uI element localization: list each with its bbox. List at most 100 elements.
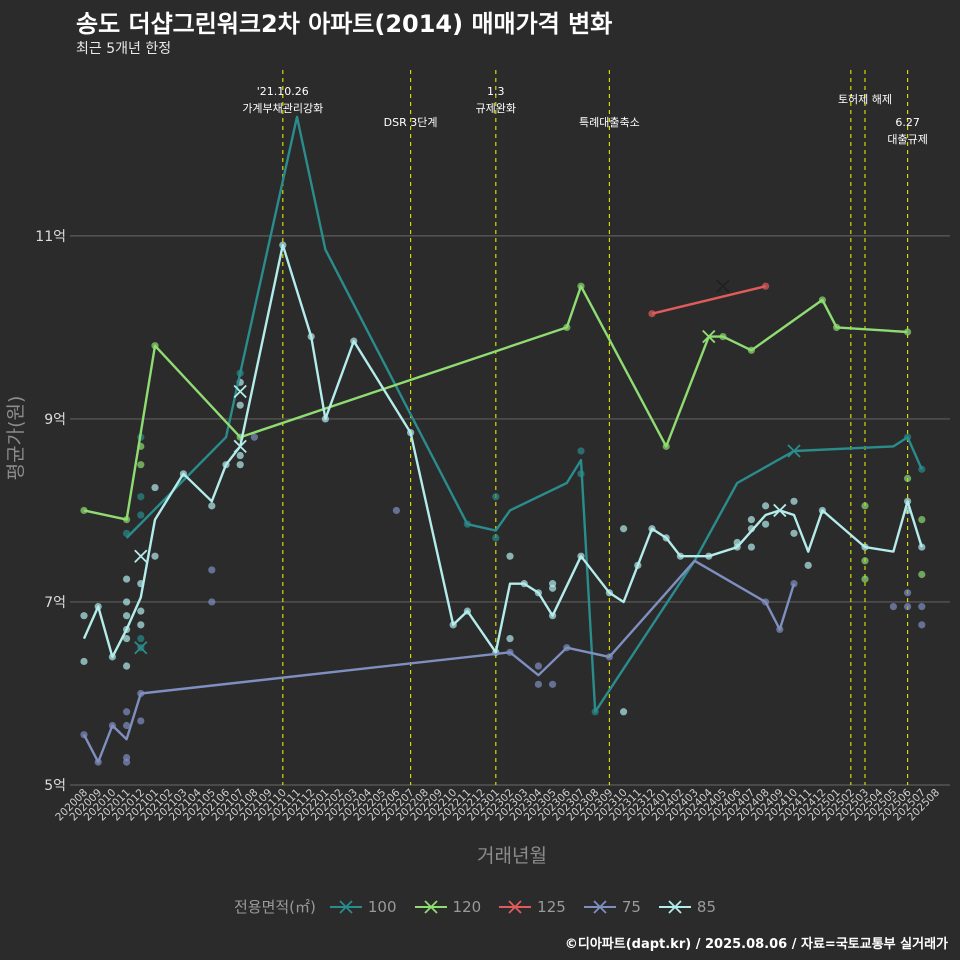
event-label: 1.3 (487, 85, 505, 98)
legend-key (658, 899, 691, 914)
scatter-point (137, 634, 145, 643)
event-label: 가계부채관리강화 (242, 102, 323, 115)
legend-key-cross (339, 899, 353, 914)
legend-label: 120 (452, 897, 482, 916)
scatter-point (790, 529, 798, 537)
scatter-point (80, 612, 88, 620)
legend-item: 120 (413, 897, 492, 917)
scatter-point (151, 552, 159, 560)
legend-key (499, 899, 532, 914)
legend-title: 전용면적(㎡) (233, 898, 316, 916)
scatter-point (123, 662, 131, 670)
scatter-point (620, 708, 628, 716)
scatter-point (506, 634, 514, 643)
cross-marker (134, 549, 148, 563)
scatter-point (492, 534, 500, 542)
event-label: 대출규제 (887, 133, 927, 146)
event-label: 토허제 해제 (838, 92, 892, 106)
cross-marker (773, 503, 787, 518)
series-line-100 (125, 115, 923, 713)
scatter-point (549, 584, 557, 592)
event-label: '21.10.26 (257, 85, 309, 98)
scatter-point (208, 502, 216, 510)
chart-subtitle: 최근 5개년 한정 (76, 41, 172, 57)
x-axis-label: 거래년월 (477, 845, 547, 867)
scatter-point (250, 433, 258, 441)
scatter-point (236, 401, 244, 409)
scatter-point (137, 607, 145, 615)
scatter-point (208, 566, 216, 574)
scatter-point (123, 575, 131, 583)
x-axis: 2020082020092020102020112020122021012021… (53, 786, 942, 823)
y-axis: 5억 7억 9억 11억 (35, 229, 66, 794)
scatter-point (918, 570, 926, 579)
legend-item: 85 (657, 897, 726, 917)
cross-marker (134, 641, 148, 655)
scatter-point (236, 461, 244, 469)
scatter-point (123, 612, 131, 620)
legend-item: 75 (582, 897, 651, 917)
scatter-point (123, 598, 131, 606)
source-footer: ©디아파트(dapt.kr) / 2025.08.06 / 자료=국토교통부 실… (564, 937, 948, 952)
scatter-point (918, 515, 926, 524)
legend-key-cross (423, 899, 438, 914)
legend-item: 125 (497, 897, 576, 917)
scatter-point (918, 602, 926, 611)
legend-label: 85 (696, 897, 716, 916)
legend-item: 100 (328, 897, 407, 917)
series-line-85 (82, 243, 923, 659)
scatter-point (236, 451, 244, 460)
scatter-point (137, 461, 145, 469)
scatter-point (904, 602, 912, 611)
scatter-point (137, 493, 145, 501)
legend-key-cross (668, 899, 682, 914)
cross-marker (233, 439, 247, 454)
scatter-point (492, 493, 500, 501)
series-lines (82, 115, 923, 764)
scatter-point (904, 474, 912, 483)
scatter-point (151, 483, 159, 492)
scatter-point (861, 557, 869, 565)
legend-key (583, 899, 616, 914)
y-axis-label: 평균가(원) (5, 396, 27, 481)
y-tick-label: 7억 (44, 595, 66, 611)
legend-label: 100 (367, 897, 397, 916)
series-line-120 (83, 285, 908, 521)
scatter-point (123, 721, 131, 730)
event-label: 6.27 (895, 116, 920, 129)
series-line-125 (651, 285, 766, 315)
scatter-point (747, 543, 756, 551)
legend-key (329, 899, 362, 914)
scatter-point (790, 497, 798, 505)
scatter-point (904, 589, 912, 597)
scatter-point (137, 717, 145, 725)
scatter-point (137, 511, 145, 519)
cross-marker (702, 329, 716, 344)
series-line-75 (82, 559, 796, 764)
scatter-point (534, 680, 543, 688)
event-label: 특례대출축소 (579, 116, 640, 129)
cross-marker (787, 444, 801, 458)
cross-marker (716, 279, 730, 293)
scatter-point (889, 602, 898, 611)
scatter-point (918, 621, 926, 629)
scatter-point (137, 621, 145, 629)
scatter-point (747, 515, 756, 524)
scatter-point (549, 680, 557, 688)
legend-label: 75 (621, 897, 641, 916)
y-tick-label: 11억 (35, 229, 66, 245)
legend-key-cross (508, 899, 522, 914)
cross-marker (233, 384, 247, 399)
scatter-point (534, 662, 543, 670)
event-label: 규제완화 (476, 102, 516, 115)
scatter-point (861, 502, 869, 510)
gridlines (70, 235, 950, 786)
scatter-point (123, 634, 131, 643)
scatter-point (861, 575, 869, 583)
cross-markers (134, 279, 801, 655)
chart-title: 송도 더샵그린워크2차 아파트(2014) 매매가격 변화 (76, 10, 613, 38)
legend: 전용면적(㎡) 100 120 125 75 85 (0, 896, 960, 917)
scatter-point (762, 520, 770, 528)
scatter-point (123, 758, 131, 766)
